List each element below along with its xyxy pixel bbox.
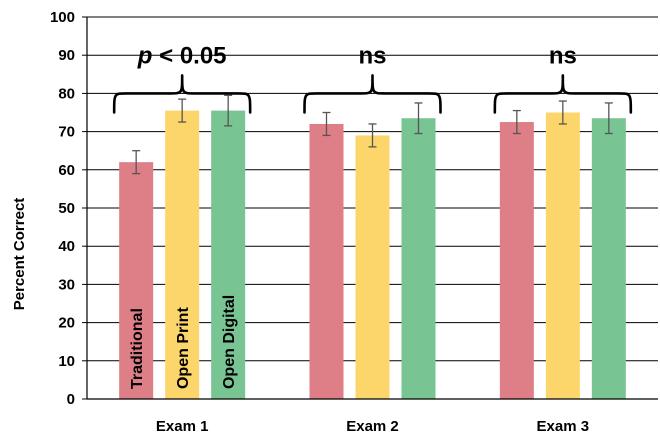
y-axis-label: Percent Correct [11, 198, 28, 311]
bar [309, 123, 344, 400]
y-tick-label: 20 [58, 315, 75, 332]
bar-series-label: Traditional [129, 308, 146, 389]
y-tick-label: 30 [58, 276, 75, 293]
y-tick-label: 100 [50, 9, 75, 26]
bars [119, 110, 626, 400]
y-tick-label: 90 [58, 47, 75, 64]
y-tick-label: 50 [58, 200, 75, 217]
bar-series-label: Open Digital [221, 295, 238, 389]
y-tick-label: 70 [58, 124, 75, 141]
bar [591, 118, 626, 399]
y-tick-label: 40 [58, 238, 75, 255]
significance-label: ns [358, 42, 386, 69]
bar [119, 162, 154, 399]
y-tick-label: 10 [58, 353, 75, 370]
x-category-labels: Exam 1 Exam 2 Exam 3 [156, 418, 589, 435]
y-tick-label: 0 [67, 391, 75, 408]
bar [545, 112, 580, 399]
x-category-label: Exam 3 [537, 418, 590, 435]
bar [401, 118, 436, 399]
bar [499, 122, 534, 400]
significance-brace [493, 74, 633, 114]
significance-brace [112, 74, 252, 114]
significance-braces: p < 0.05 ns ns [112, 42, 633, 114]
y-tick-label: 60 [58, 162, 75, 179]
bar [211, 110, 246, 399]
y-tick-labels: 0 10 20 30 40 50 60 70 80 90 100 [50, 9, 75, 408]
bar-series-labels: Traditional Open Print Open Digital [129, 295, 238, 389]
significance-label: ns [549, 42, 577, 69]
x-category-label: Exam 2 [346, 418, 399, 435]
bar-series-label: Open Print [175, 307, 192, 389]
significance-brace [303, 74, 442, 114]
error-bars [132, 94, 613, 175]
significance-label: p < 0.05 [137, 42, 227, 69]
bar [165, 110, 200, 399]
y-tick-label: 80 [58, 85, 75, 102]
x-category-label: Exam 1 [156, 418, 209, 435]
bar [355, 135, 390, 400]
